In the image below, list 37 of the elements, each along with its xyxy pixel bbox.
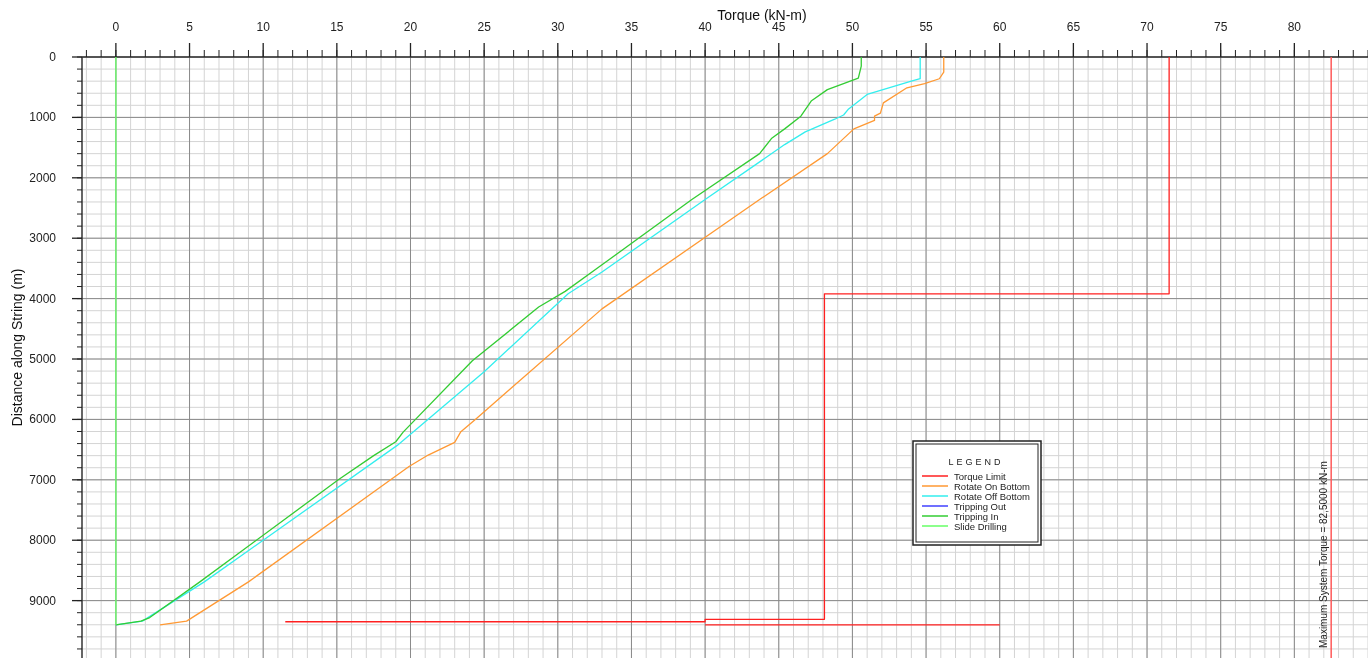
y-axis-title: Distance along String (m) bbox=[9, 268, 25, 427]
ref-line-label: Maximum System Torque = 82,5000 kN-m bbox=[1318, 461, 1330, 648]
x-axis-title: Torque (kN-m) bbox=[717, 7, 807, 23]
x-tick-label: 70 bbox=[1140, 20, 1155, 34]
x-tick-label: 60 bbox=[993, 20, 1007, 34]
legend-label: Tripping In bbox=[954, 511, 999, 522]
x-tick-label: 20 bbox=[403, 20, 418, 34]
y-tick-label: 4000 bbox=[29, 291, 57, 306]
x-tick-label: 10 bbox=[256, 20, 271, 34]
y-tick-label: 6000 bbox=[29, 412, 57, 427]
x-tick-label: 50 bbox=[845, 20, 860, 34]
x-tick-label: 25 bbox=[477, 20, 492, 34]
legend-label: Torque Limit bbox=[954, 471, 1007, 482]
x-tick-label: 75 bbox=[1214, 20, 1228, 34]
x-tick-label: 80 bbox=[1287, 20, 1302, 34]
legend-label: Slide Drilling bbox=[954, 521, 1007, 532]
legend-label: Rotate Off Bottom bbox=[954, 491, 1030, 502]
y-tick-label: 0 bbox=[49, 50, 57, 64]
legend-label: Rotate On Bottom bbox=[954, 481, 1031, 492]
y-tick-label: 5000 bbox=[29, 352, 57, 367]
x-tick-label: 40 bbox=[698, 20, 713, 34]
y-tick-label: 2000 bbox=[29, 170, 57, 185]
y-tick-label: 3000 bbox=[29, 231, 57, 246]
x-tick-label: 35 bbox=[624, 20, 639, 34]
x-tick-label: 45 bbox=[772, 20, 786, 34]
legend-title: LEGEND bbox=[948, 457, 1004, 467]
y-tick-label: 7000 bbox=[29, 472, 57, 487]
x-tick-label: 65 bbox=[1066, 20, 1081, 34]
x-tick-label: 55 bbox=[919, 20, 934, 34]
x-tick-label: 5 bbox=[186, 20, 194, 34]
y-tick-label: 1000 bbox=[29, 110, 57, 125]
x-tick-label: 15 bbox=[330, 20, 344, 34]
legend-label: Tripping Out bbox=[954, 501, 1007, 512]
x-tick-label: 30 bbox=[551, 20, 565, 34]
y-tick-label: 8000 bbox=[29, 533, 57, 548]
x-tick-label: 0 bbox=[112, 20, 120, 34]
y-tick-label: 9000 bbox=[29, 593, 57, 608]
